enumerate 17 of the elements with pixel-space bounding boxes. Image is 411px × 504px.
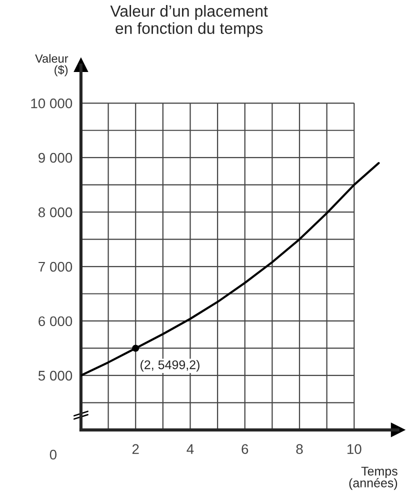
y-tick-label: 7 000 <box>38 262 72 272</box>
y-tick-label: 10 000 <box>31 98 72 108</box>
x-tick-label: 6 <box>242 444 248 454</box>
text: 0 <box>50 450 57 460</box>
line-series <box>80 162 380 376</box>
y-tick-label: 6 000 <box>38 316 72 326</box>
y-tick-label: 8 000 <box>38 207 72 218</box>
x-tick-label: 8 <box>296 444 303 454</box>
x-tick-label: 10 <box>347 444 362 454</box>
x-tick-label: 4 <box>186 444 194 454</box>
annotation: (2, 5499,2) <box>140 360 200 372</box>
x-axis-title: Temps (années) <box>349 466 398 490</box>
y-tick-label: 9 000 <box>38 152 72 163</box>
x-tick-label: 2 <box>132 444 139 454</box>
y-tick-label: 5 000 <box>38 370 72 381</box>
y-axis-title: Valeur ($) <box>35 54 68 76</box>
chart-title: Valeur d’un placement en fonction du temps <box>110 5 268 38</box>
